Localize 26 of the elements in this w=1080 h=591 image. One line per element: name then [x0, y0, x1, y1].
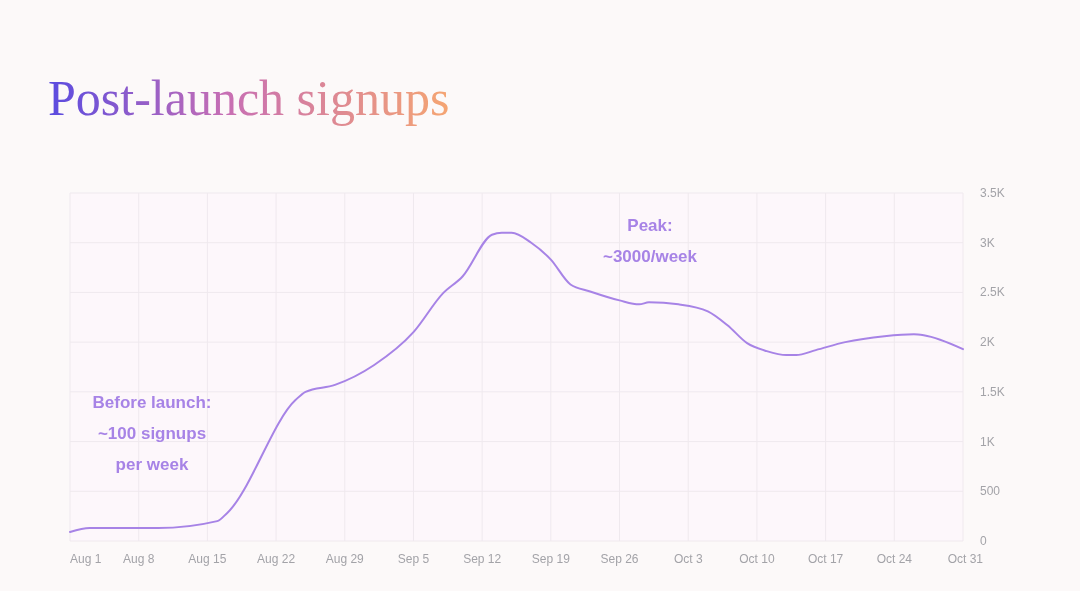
x-tick-label: Sep 5: [397, 552, 430, 566]
annotation: Before launch: ~100 signups per week: [92, 393, 212, 474]
x-tick-label: Oct 17: [807, 552, 844, 566]
x-tick-label: Oct 10: [739, 552, 775, 566]
y-tick-label: 2K: [980, 335, 995, 350]
chart-title: Post-launch signups: [48, 70, 450, 126]
y-tick-label: 0: [980, 534, 987, 548]
y-tick-label: 2.5K: [980, 285, 1005, 300]
y-tick-label: 500: [980, 484, 1001, 499]
x-tick-label: Oct 24: [876, 552, 913, 566]
x-tick-label: Sep 19: [531, 552, 571, 566]
x-tick-label: Sep 12: [463, 552, 502, 566]
x-tick-label: Aug 29: [325, 552, 365, 566]
x-tick-label: Oct 31: [947, 552, 984, 566]
x-tick-label: Aug 8: [123, 552, 155, 566]
line-series: [69, 231, 964, 534]
y-tick-label: 1.5K: [980, 384, 1005, 399]
x-tick-label: Sep 26: [600, 552, 639, 566]
y-tick-label: 3.5K: [980, 186, 1005, 200]
x-tick-label: Aug 1: [70, 552, 102, 566]
x-tick-label: Aug 15: [188, 552, 227, 566]
y-tick-label: 1K: [980, 434, 995, 449]
annotation: Peak: ~3000/week: [602, 216, 698, 266]
x-tick-label: Oct 3: [673, 552, 703, 566]
y-tick-label: 3K: [980, 235, 995, 250]
x-tick-label: Aug 22: [257, 552, 296, 566]
